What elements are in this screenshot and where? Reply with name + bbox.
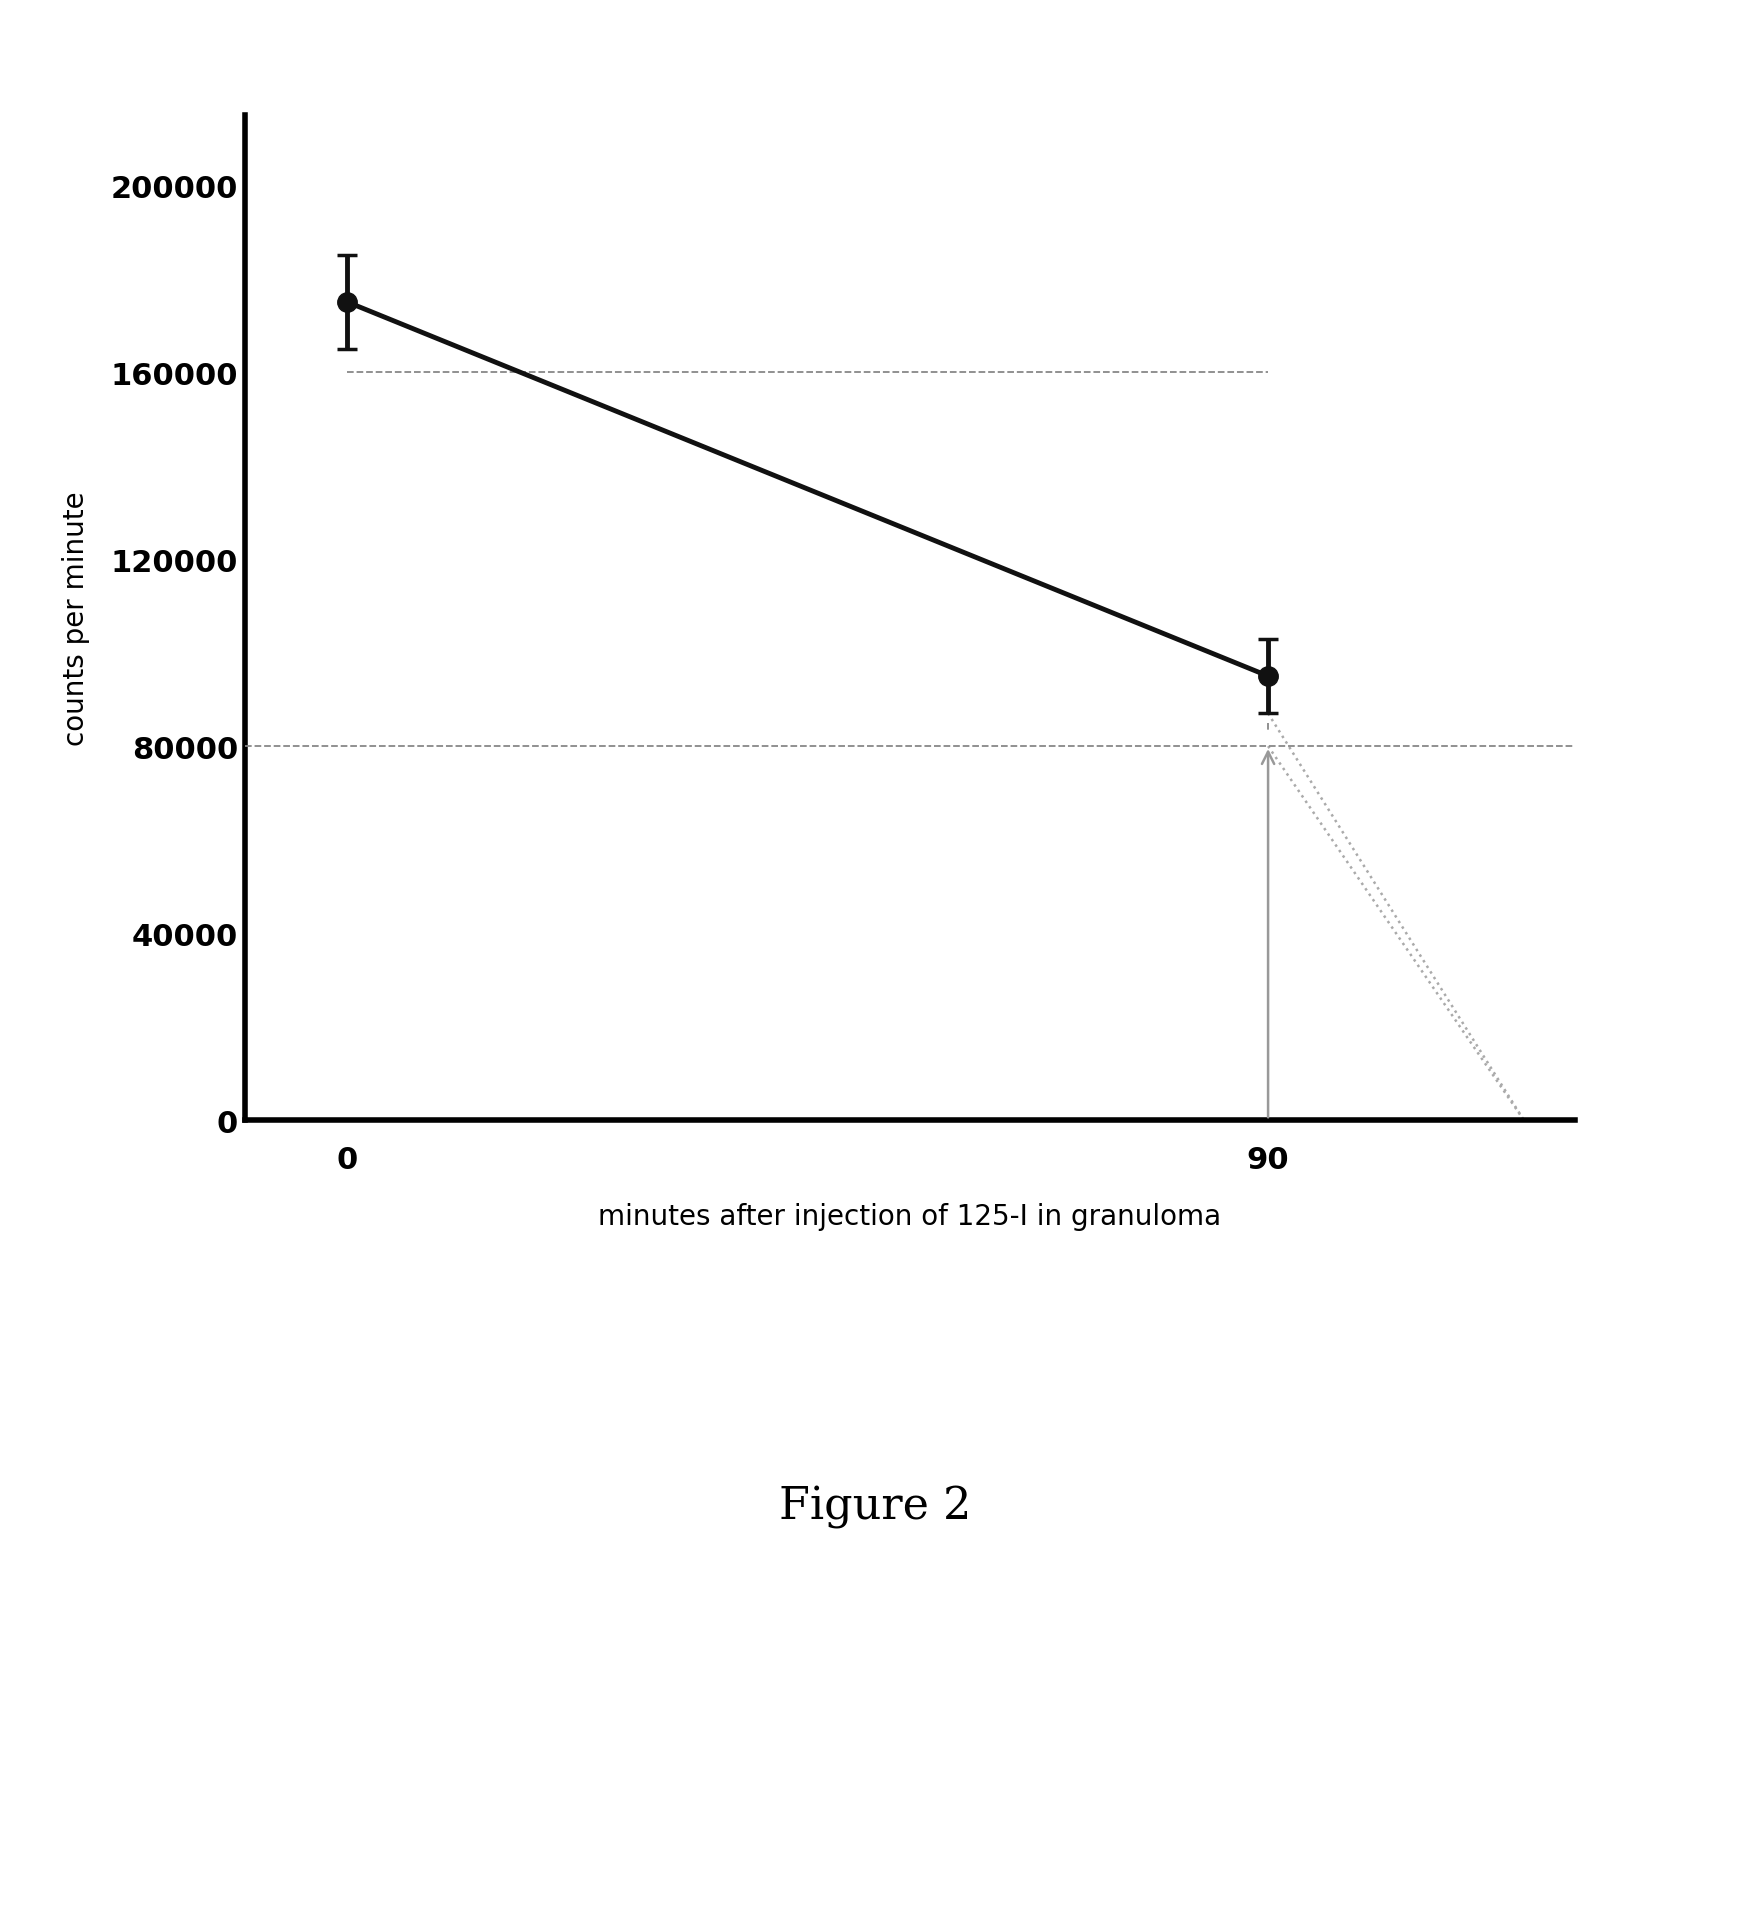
Y-axis label: counts per minute: counts per minute [61,491,89,746]
Text: Figure 2: Figure 2 [779,1486,971,1528]
X-axis label: minutes after injection of 125-I in granuloma: minutes after injection of 125-I in gran… [598,1202,1222,1231]
